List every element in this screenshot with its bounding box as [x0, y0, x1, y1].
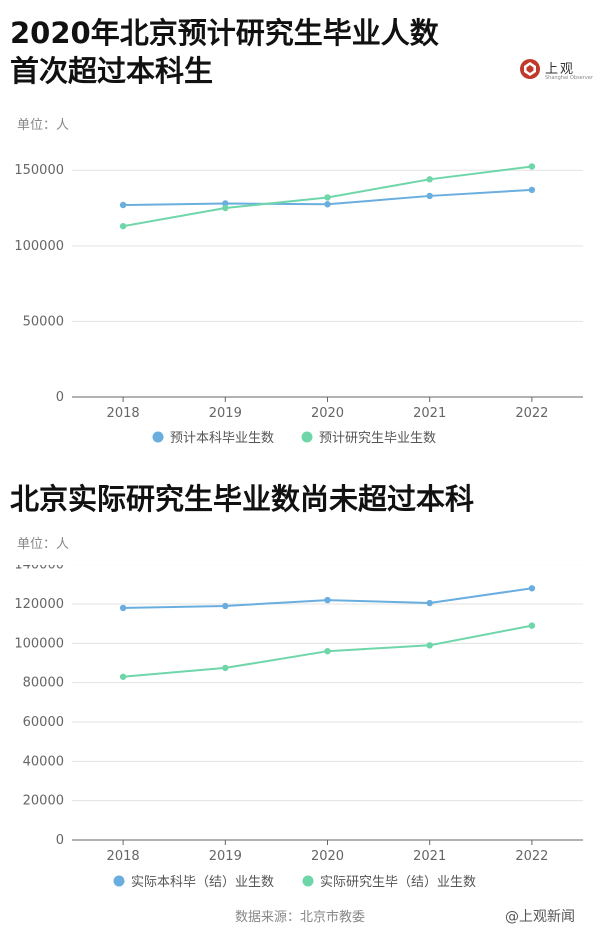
- logo-subtext: Shanghai Observer: [545, 75, 593, 81]
- legend-marker[interactable]: [302, 875, 314, 887]
- logo-text: 上观: [545, 62, 576, 77]
- data-point: [528, 186, 536, 194]
- y-tick-label: 20000: [23, 794, 64, 809]
- data-point: [528, 585, 536, 592]
- y-tick-label: 60000: [23, 715, 64, 730]
- x-tick-label: 2020: [311, 406, 344, 421]
- y-tick-label: 100000: [14, 239, 64, 254]
- data-point: [324, 596, 331, 604]
- data-source: 数据来源：北京市教委: [234, 910, 365, 925]
- chart2-line-chart: 0 20000 40000 60000 80000 100000 120000 140000 2…: [14, 565, 583, 890]
- data-point: [426, 642, 433, 649]
- shanghai-observer-logo: 上观 Shanghai Observer: [519, 58, 593, 86]
- legend-label[interactable]: 实际研究生毕（结）业生数: [320, 875, 476, 890]
- chart2-unit-label: 单位：人: [17, 537, 70, 552]
- legend-marker[interactable]: [301, 431, 313, 443]
- x-tick-label: 2021: [413, 406, 446, 421]
- legend-label[interactable]: 预计研究生毕业生数: [319, 431, 436, 446]
- legend-marker[interactable]: [113, 875, 125, 887]
- data-point: [222, 200, 229, 207]
- y-tick-label: 80000: [23, 676, 64, 691]
- data-point: [119, 604, 127, 612]
- x-tick-label: 2018: [107, 406, 140, 421]
- data-point: [222, 664, 229, 672]
- watermark: @上观新闻: [505, 909, 575, 925]
- x-tick-label: 2022: [515, 406, 548, 421]
- legend-marker[interactable]: [152, 431, 164, 443]
- y-tick-label: 120000: [14, 597, 64, 612]
- x-tick-label: 2018: [107, 849, 140, 864]
- data-point: [426, 599, 433, 607]
- legend-label[interactable]: 预计本科毕业生数: [170, 431, 274, 446]
- data-point: [426, 192, 433, 200]
- chart1-unit-label: 单位：人: [17, 118, 70, 133]
- data-point: [222, 204, 229, 212]
- data-point: [324, 201, 331, 208]
- data-point: [119, 673, 127, 680]
- chart1-title: 2020年北京预计研究生毕业人数 首次超过本科生: [10, 16, 439, 88]
- y-tick-label: 50000: [23, 314, 64, 329]
- data-point: [119, 201, 127, 209]
- data-point: [528, 163, 536, 170]
- data-point: [222, 602, 229, 610]
- chart1-line-chart: 0 50000 100000 150000 2018 2019 2020 2021 2022 预计…: [14, 163, 583, 446]
- chart2-title: 北京实际研究生毕业数尚未超过本科: [10, 482, 475, 516]
- data-point: [528, 622, 536, 629]
- x-tick-label: 2020: [311, 849, 344, 864]
- logo-emblem-icon: [520, 59, 540, 79]
- x-tick-label: 2019: [209, 849, 242, 864]
- y-tick-label: 150000: [14, 163, 64, 178]
- x-tick-label: 2021: [413, 849, 446, 864]
- data-point: [119, 222, 127, 230]
- y-tick-label: 100000: [14, 636, 64, 651]
- data-point: [324, 648, 331, 655]
- x-tick-label: 2019: [209, 406, 242, 421]
- y-tick-label: 140000: [14, 565, 64, 573]
- legend-label[interactable]: 实际本科毕（结）业生数: [131, 875, 274, 890]
- data-point: [324, 194, 331, 201]
- data-point: [426, 176, 433, 183]
- y-tick-label: 0: [56, 833, 64, 848]
- x-tick-label: 2022: [515, 849, 548, 864]
- y-tick-label: 0: [56, 390, 64, 405]
- y-tick-label: 40000: [23, 754, 64, 769]
